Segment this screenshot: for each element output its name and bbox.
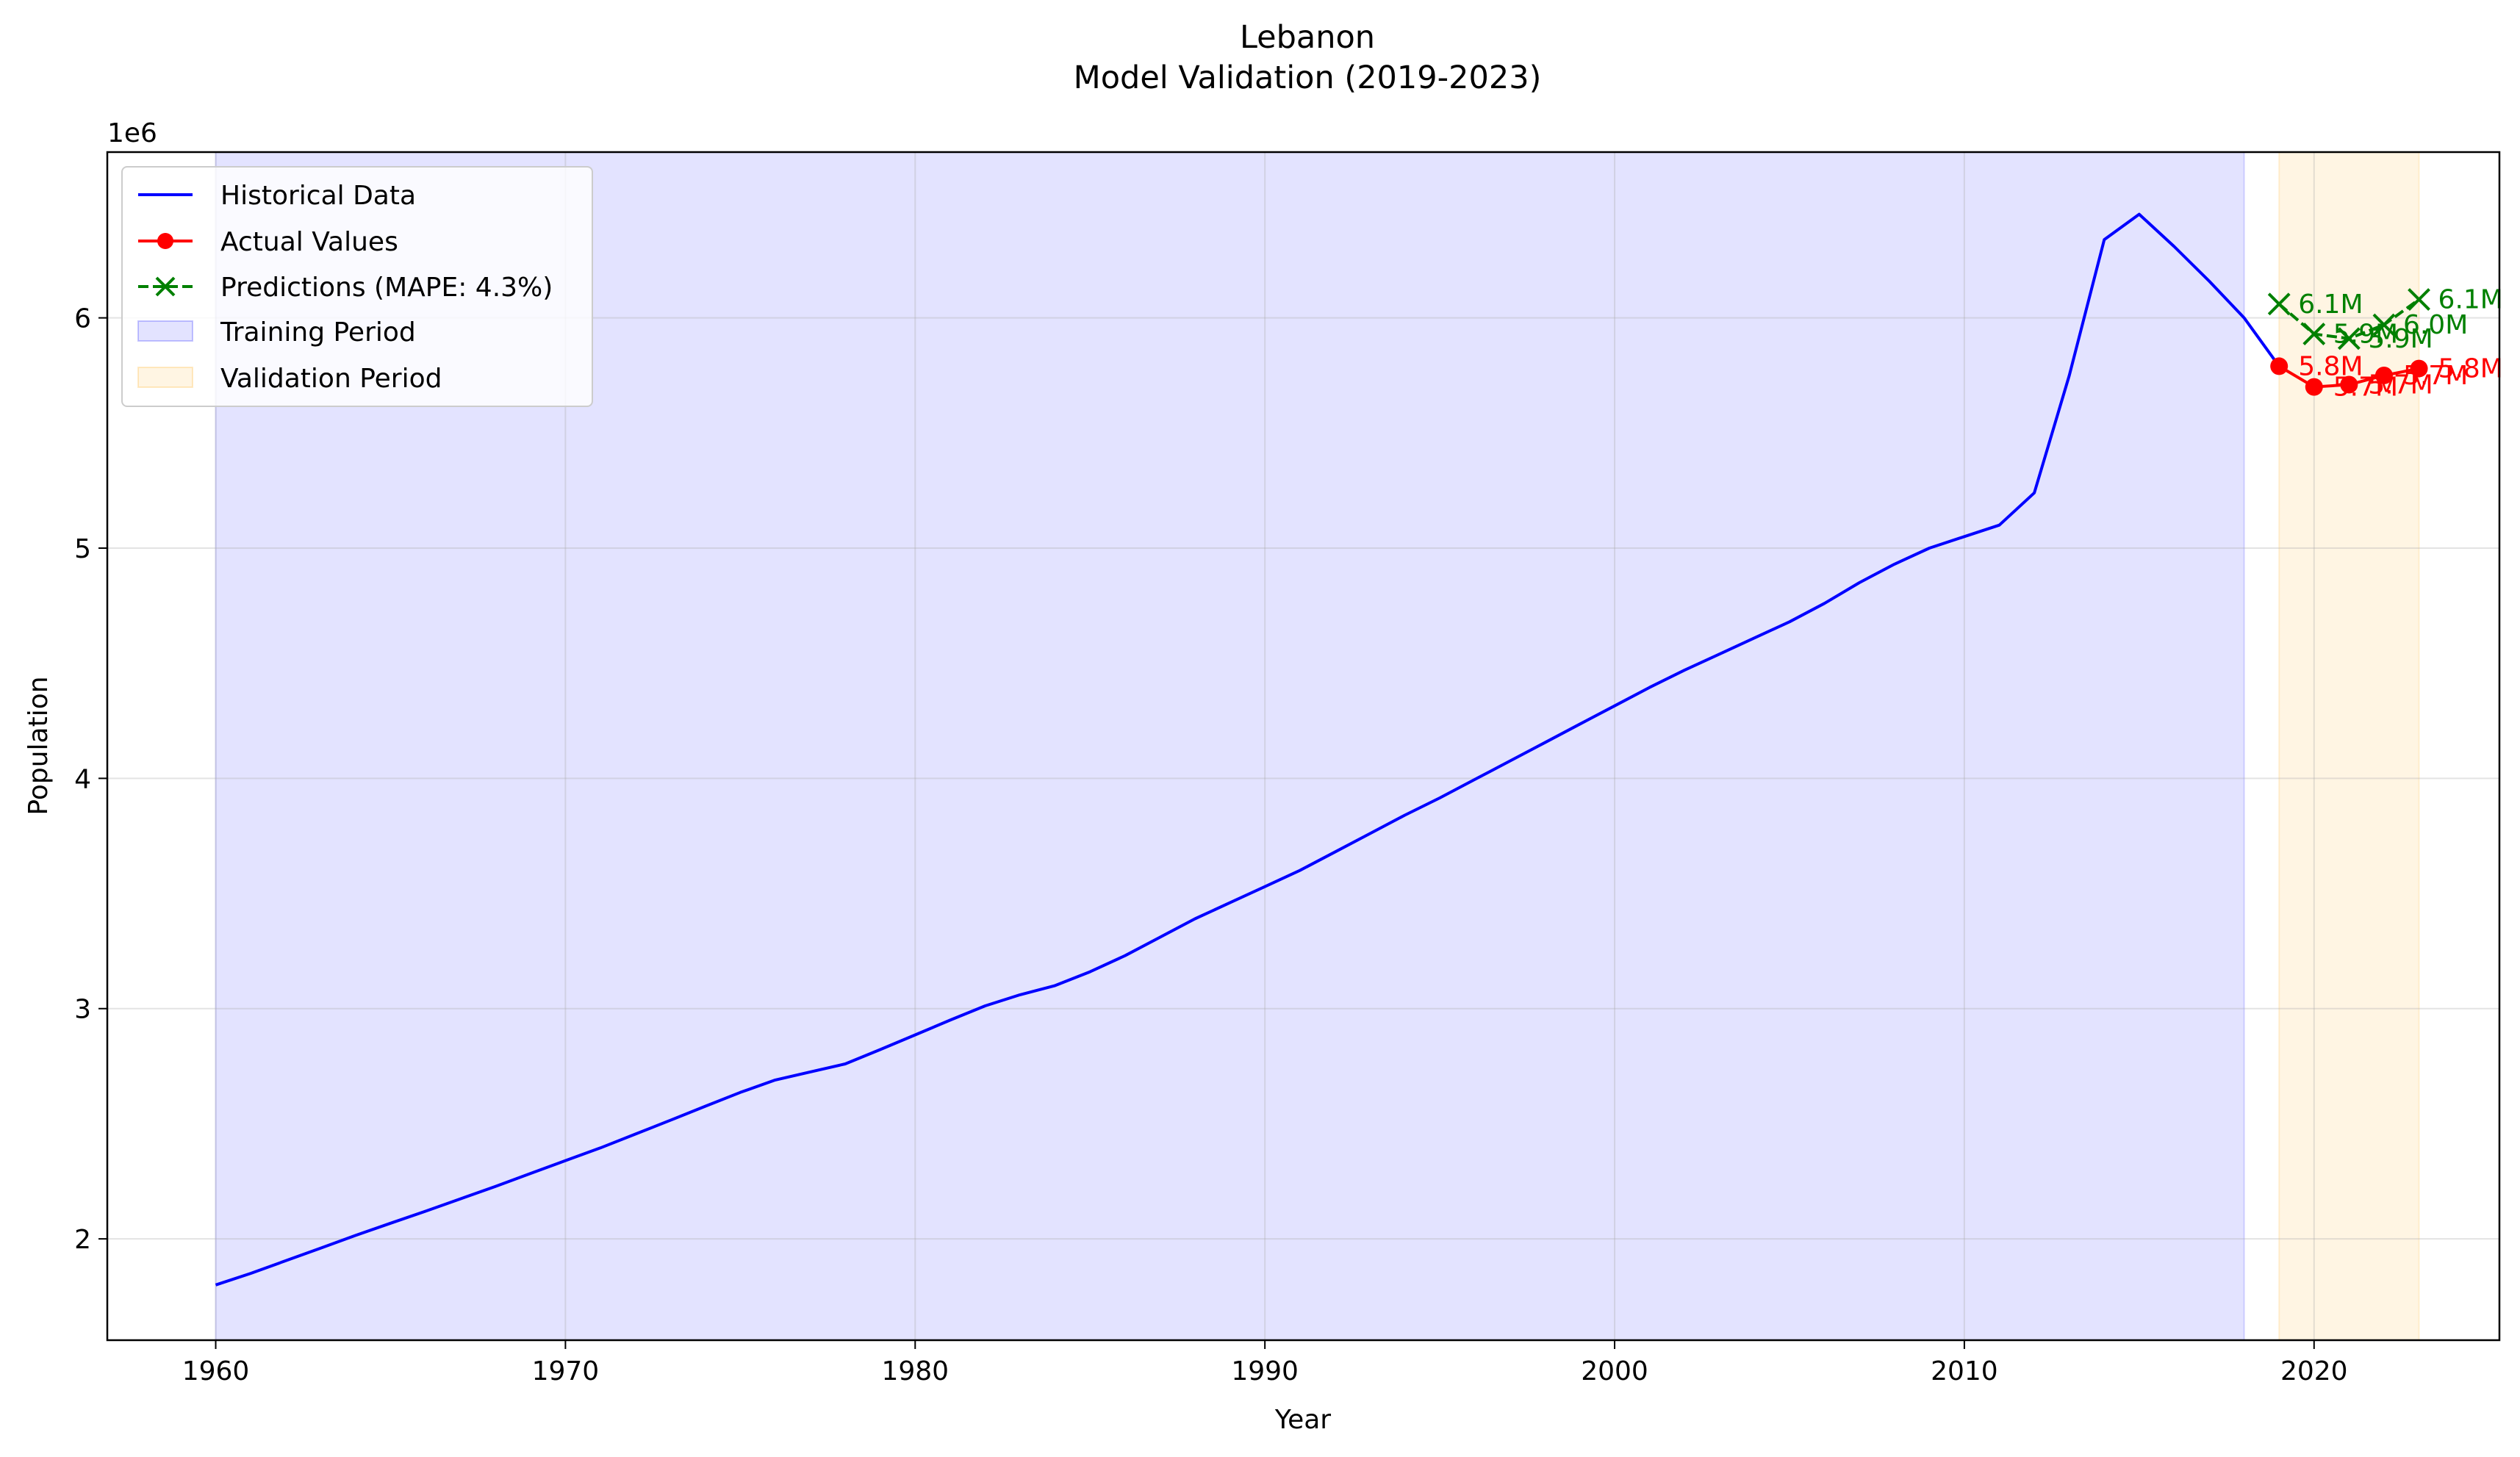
legend-actual-marker bbox=[157, 233, 173, 249]
actual-data-label: 5.8M bbox=[2298, 351, 2363, 381]
y-axis-offset-label: 1e6 bbox=[107, 118, 157, 148]
y-tick-label: 6 bbox=[74, 304, 91, 334]
x-tick-label: 2020 bbox=[2280, 1356, 2348, 1386]
prediction-point bbox=[2302, 323, 2326, 345]
actual-value-point bbox=[2374, 366, 2393, 384]
historical-data-line bbox=[215, 212, 2280, 1287]
legend-predictions-marker bbox=[155, 276, 176, 297]
plot-area-frame bbox=[106, 151, 2501, 1342]
actual-data-label: 5.7M bbox=[2333, 373, 2398, 403]
actual-value-point bbox=[2305, 378, 2323, 396]
x-tick-label: 1980 bbox=[881, 1356, 949, 1386]
y-tick-label: 2 bbox=[74, 1225, 91, 1255]
legend-training-label: Training Period bbox=[220, 317, 416, 348]
actual-value-point bbox=[2270, 357, 2289, 375]
series bbox=[215, 212, 2430, 1287]
y-axis-label: Population bbox=[24, 676, 54, 815]
grid bbox=[107, 152, 2499, 1340]
legend-validation-label: Validation Period bbox=[220, 364, 442, 394]
legend-training-swatch bbox=[137, 320, 193, 342]
prediction-data-label: 6.0M bbox=[2403, 310, 2468, 340]
legend: Historical Data Actual Values Prediction… bbox=[121, 166, 593, 407]
actual-data-label: 5.8M bbox=[2438, 354, 2503, 384]
chart-subtitle: Model Validation (2019-2023) bbox=[1074, 60, 1542, 96]
prediction-data-label: 6.1M bbox=[2438, 285, 2503, 315]
annotations: 6.1M5.9M5.9M6.0M6.1M5.8M5.7M5.7M5.7M5.8M bbox=[2298, 285, 2503, 403]
x-tick-label: 1970 bbox=[532, 1356, 600, 1386]
prediction-point bbox=[2337, 327, 2361, 350]
prediction-data-label: 5.9M bbox=[2333, 320, 2398, 350]
legend-actual-label: Actual Values bbox=[220, 227, 398, 257]
legend-historical-label: Historical Data bbox=[220, 181, 416, 211]
prediction-data-label: 6.1M bbox=[2298, 289, 2363, 320]
prediction-point bbox=[2267, 292, 2291, 316]
legend-validation-swatch bbox=[137, 367, 193, 388]
legend-predictions-label: Predictions (MAPE: 4.3%) bbox=[220, 273, 553, 303]
validation-period-span bbox=[2278, 151, 2420, 1341]
y-axis-ticks: 2 3 4 5 6 bbox=[74, 304, 107, 1255]
x-tick-label: 1990 bbox=[1231, 1356, 1299, 1386]
y-tick-label: 3 bbox=[74, 995, 91, 1025]
x-tick-label: 2000 bbox=[1581, 1356, 1648, 1386]
actual-data-label: 5.7M bbox=[2403, 361, 2468, 391]
x-axis-ticks: 1960 1970 1980 1990 2000 2010 2020 bbox=[182, 1340, 2348, 1386]
x-tick-label: 1960 bbox=[182, 1356, 250, 1386]
actual-data-label: 5.7M bbox=[2368, 370, 2433, 400]
legend-box bbox=[121, 166, 593, 407]
x-axis-label: Year bbox=[1274, 1405, 1331, 1435]
prediction-data-label: 5.9M bbox=[2368, 324, 2433, 354]
y-tick-label: 5 bbox=[74, 534, 91, 564]
prediction-point bbox=[2372, 313, 2396, 337]
actual-value-point bbox=[2410, 359, 2428, 378]
x-tick-label: 2010 bbox=[1931, 1356, 1998, 1386]
y-tick-label: 4 bbox=[74, 764, 91, 794]
actual-value-point bbox=[2340, 375, 2358, 394]
prediction-point bbox=[2408, 288, 2430, 311]
chart-title: Lebanon bbox=[1240, 19, 1375, 56]
